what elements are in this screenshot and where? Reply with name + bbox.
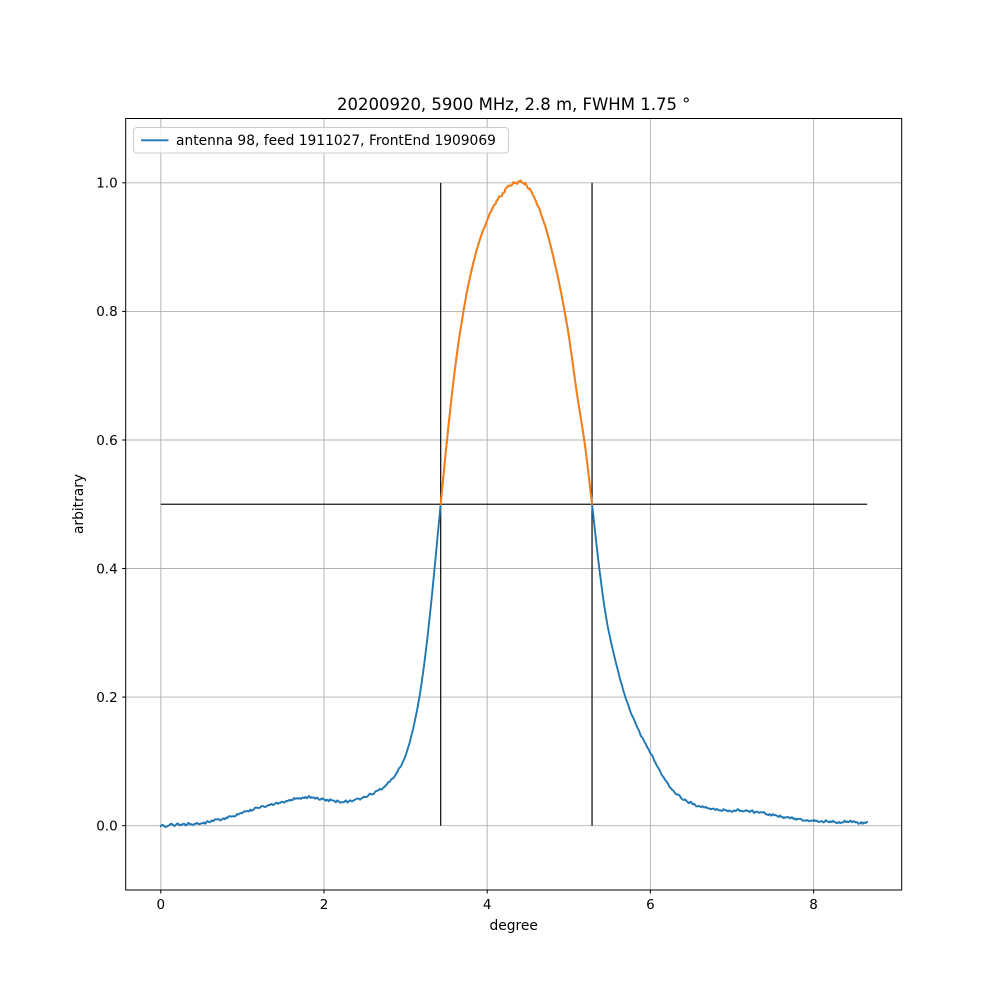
legend-label: antenna 98, feed 1911027, FrontEnd 19090… — [176, 133, 496, 149]
y-tick-label: 0.6 — [96, 433, 117, 449]
x-tick-label: 6 — [646, 897, 655, 913]
y-tick-label: 0.4 — [96, 561, 117, 577]
axes-border — [125, 118, 903, 891]
y-tick-label: 0.2 — [96, 690, 117, 706]
legend-box — [133, 127, 509, 154]
above-half-max-line — [439, 179, 593, 506]
annotation-lines — [160, 182, 868, 826]
x-tick-label: 8 — [809, 897, 818, 913]
x-axis-label: degree — [490, 918, 538, 934]
x-tick-label: 4 — [483, 897, 492, 913]
y-tick-label: 0.8 — [96, 304, 117, 320]
y-tick-label: 1.0 — [96, 176, 117, 192]
x-tick-label: 2 — [320, 897, 329, 913]
chart-title: 20200920, 5900 MHz, 2.8 m, FWHM 1.75 ° — [337, 95, 690, 114]
y-axis-label: arbitrary — [71, 474, 87, 534]
x-tick-label: 0 — [157, 897, 166, 913]
tick-marks — [122, 182, 815, 894]
legend: antenna 98, feed 1911027, FrontEnd 19090… — [133, 127, 509, 154]
y-tick-label: 0.0 — [96, 819, 117, 835]
data-series — [159, 179, 869, 829]
tick-labels: 0 2 4 6 8 0.0 0.2 0.4 0.6 0.8 1.0 — [96, 176, 818, 913]
